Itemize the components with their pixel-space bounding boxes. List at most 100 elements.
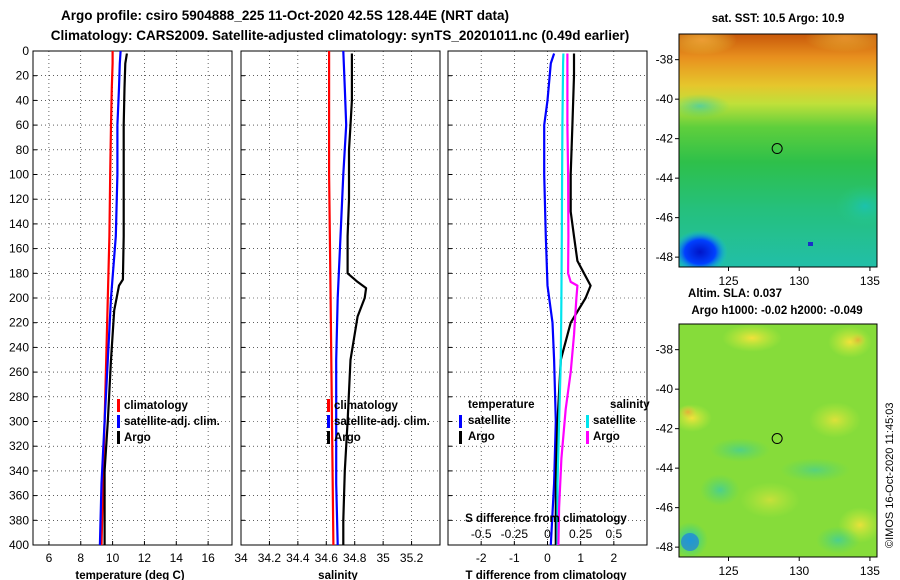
legend-label-t-satellite: satellite [468, 415, 511, 427]
legend-swatch-t-argo [459, 431, 462, 444]
depth-tick-label: 60 [16, 118, 30, 132]
salinity-panel: 34 34.2 34.4 34.6 34.8 35 35.2 salinity climat… [234, 50, 441, 580]
legend-label-satellite-adj: satellite-adj. clim. [124, 416, 220, 428]
sla-lat-axis: -38 -40 -42 -44 -46 -48 [656, 343, 679, 554]
difference-panel: -2 -1 0 1 2 -0.5 -0.25 0 0.25 0.5 S difference f… [447, 50, 650, 580]
depth-tick-label: 160 [9, 242, 29, 256]
lat-tick-label: -42 [656, 422, 674, 436]
series-satellite-adj-clim- [98, 50, 122, 546]
s-difference-tick-label: 0.25 [569, 527, 593, 541]
legend-label-s-satellite: satellite [593, 415, 636, 427]
temperature-x-axis: 6 8 10 12 14 16 [46, 551, 216, 565]
sst-map-title: sat. SST: 10.5 Argo: 10.9 [712, 13, 845, 25]
legend-swatch-s-argo [586, 431, 589, 444]
x-tick-label: 34 [234, 551, 248, 565]
lat-tick-label: -44 [656, 461, 674, 475]
title-line-1: Argo profile: csiro 5904888_225 11-Oct-2… [61, 8, 509, 23]
legend-swatch-climatology [117, 399, 120, 412]
x-tick-label: 6 [46, 551, 53, 565]
lon-tick-label: 125 [718, 564, 738, 578]
lon-tick-label: 135 [860, 274, 880, 288]
s-difference-tick-label: 0.5 [605, 527, 622, 541]
depth-tick-label: 240 [9, 340, 29, 354]
lon-tick-label: 130 [789, 274, 809, 288]
temperature-axes-frame [32, 50, 233, 546]
sla-field [679, 324, 877, 557]
depth-tick-label: 0 [22, 44, 29, 58]
legend-head-temperature: temperature [468, 399, 534, 411]
lat-tick-label: -48 [656, 540, 674, 554]
salinity-x-label: salinity [318, 570, 358, 580]
x-tick-label: 10 [106, 551, 120, 565]
lat-tick-label: -44 [656, 171, 674, 185]
sst-field [679, 34, 877, 267]
series-climatology [328, 51, 335, 546]
difference-series [543, 53, 592, 546]
depth-tick-label: 180 [9, 266, 29, 280]
temperature-panel: 0 20 40 60 80 100 120 140 160 180 200 220 240 260 280 3… [9, 44, 233, 580]
x-tick-label: -2 [476, 551, 487, 565]
lat-tick-label: -38 [656, 343, 674, 357]
x-tick-label: 16 [201, 551, 215, 565]
salinity-x-axis: 34 34.2 34.4 34.6 34.8 35 35.2 [234, 551, 423, 565]
sst-lon-axis: 125 130 135 [718, 267, 880, 288]
series-temperature-satellite [543, 53, 557, 546]
depth-tick-label: 200 [9, 291, 29, 305]
argo-location-marker-sla [771, 433, 783, 445]
salinity-axes-frame [240, 50, 441, 546]
depth-tick-label: 140 [9, 217, 29, 231]
title-line-2: Climatology: CARS2009. Satellite-adjuste… [51, 28, 629, 43]
temperature-series [98, 50, 128, 546]
depth-tick-label: 100 [9, 168, 29, 182]
lon-tick-label: 130 [789, 564, 809, 578]
legend-label-argo-s: Argo [334, 432, 361, 444]
salinity-series [328, 50, 368, 546]
sla-map: Altim. SLA: 0.037 Argo h1000: -0.02 h200… [656, 288, 881, 578]
depth-tick-label: 80 [16, 143, 30, 157]
depth-tick-label: 400 [9, 538, 29, 552]
s-difference-tick-label: 0 [544, 527, 551, 541]
depth-tick-label: 260 [9, 365, 29, 379]
series-salinity-satellite [556, 53, 565, 545]
t-difference-label: T difference from climatology [465, 570, 627, 580]
legend-swatch-argo-s [327, 431, 330, 444]
depth-tick-label: 300 [9, 415, 29, 429]
x-tick-label: 34.4 [286, 551, 310, 565]
depth-tick-label: 20 [16, 69, 30, 83]
sla-map-frame [678, 323, 878, 558]
x-tick-label: 2 [610, 551, 617, 565]
x-tick-label: 35 [376, 551, 390, 565]
depth-tick-label: 360 [9, 489, 29, 503]
salinity-legend: climatology satellite-adj. clim. Argo [327, 399, 430, 444]
sst-lat-axis: -38 -40 -42 -44 -46 -48 [656, 53, 679, 264]
imos-timestamp: ©IMOS 16-Oct-2020 11:45:03 [884, 403, 896, 548]
depth-tick-label: 380 [9, 513, 29, 527]
s-difference-label: S difference from climatology [465, 513, 627, 525]
difference-grid [448, 50, 647, 546]
x-tick-label: 8 [77, 551, 84, 565]
depth-tick-label: 340 [9, 464, 29, 478]
lat-tick-label: -38 [656, 53, 674, 67]
x-tick-label: 35.2 [400, 551, 424, 565]
x-tick-label: 34.6 [315, 551, 339, 565]
x-tick-label: 34.8 [343, 551, 367, 565]
temperature-legend: climatology satellite-adj. clim. Argo [117, 399, 220, 444]
s-difference-axis: -0.5 -0.25 0 0.25 0.5 [471, 527, 623, 541]
legend-swatch-satellite-adj-s [327, 415, 330, 428]
depth-axis: 0 20 40 60 80 100 120 140 160 180 200 220 240 260 280 3… [9, 44, 29, 552]
legend-label-satellite-adj-s: satellite-adj. clim. [334, 416, 430, 428]
legend-label-argo: Argo [124, 432, 151, 444]
legend-swatch-t-satellite [459, 415, 462, 428]
lat-tick-label: -40 [656, 382, 674, 396]
lon-tick-label: 135 [860, 564, 880, 578]
legend-swatch-satellite-adj [117, 415, 120, 428]
difference-x-axis: -2 -1 0 1 2 [476, 551, 618, 565]
depth-tick-label: 40 [16, 93, 30, 107]
temperature-x-label: temperature (deg C) [75, 570, 184, 580]
x-tick-label: 34.2 [258, 551, 282, 565]
lat-tick-label: -40 [656, 92, 674, 106]
temperature-grid [33, 50, 232, 546]
depth-tick-label: 220 [9, 316, 29, 330]
legend-swatch-s-satellite [586, 415, 589, 428]
lat-tick-label: -42 [656, 132, 674, 146]
